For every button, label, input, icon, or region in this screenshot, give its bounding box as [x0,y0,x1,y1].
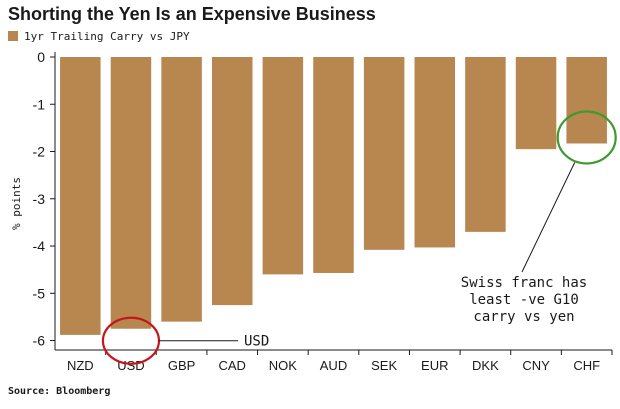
y-tick-label: -1 [33,96,46,112]
bar [161,57,202,322]
chf-annotation-line: Swiss franc has [461,275,587,291]
bar [465,57,506,232]
y-axis-label: % points [10,177,23,230]
x-tick-label: SEK [371,358,397,373]
y-tick-label: 0 [37,49,45,65]
y-tick-label: -4 [33,238,46,254]
legend-label: 1yr Trailing Carry vs JPY [24,29,190,43]
x-tick-label: EUR [421,358,448,373]
bar [262,57,304,275]
chf-leader-line [521,162,576,273]
legend: 1yr Trailing Carry vs JPY [8,29,190,43]
bar [414,57,456,248]
bar [110,57,152,329]
x-tick-label: CHF [573,358,600,373]
chf-highlight-circle [556,110,617,165]
x-tick-label: AUD [320,358,347,373]
bar [515,57,557,150]
x-tick-label: NZD [67,358,94,373]
bar [313,57,354,273]
chart-title: Shorting the Yen Is an Expensive Busines… [8,4,376,24]
bar [60,57,101,335]
x-tick-label: NOK [269,358,298,373]
legend-swatch [8,31,18,41]
y-tick-label: -2 [33,144,46,160]
source-note: Source: Bloomberg [8,386,111,397]
chf-annotation-line: carry vs yen [473,309,574,325]
bar [211,57,253,306]
usd-annotation: USD [244,334,269,350]
chf-annotation-line: least -ve G10 [469,292,579,308]
bar [566,57,607,144]
y-tick-label: -6 [33,333,46,349]
y-tick-label: -5 [33,285,46,301]
y-tick-label: -3 [33,191,46,207]
x-tick-label: USD [117,358,144,373]
x-tick-label: GBP [168,358,195,373]
x-tick-label: CAD [219,358,246,373]
x-tick-label: DKK [472,358,499,373]
bar [363,57,405,250]
x-tick-label: CNY [522,358,550,373]
